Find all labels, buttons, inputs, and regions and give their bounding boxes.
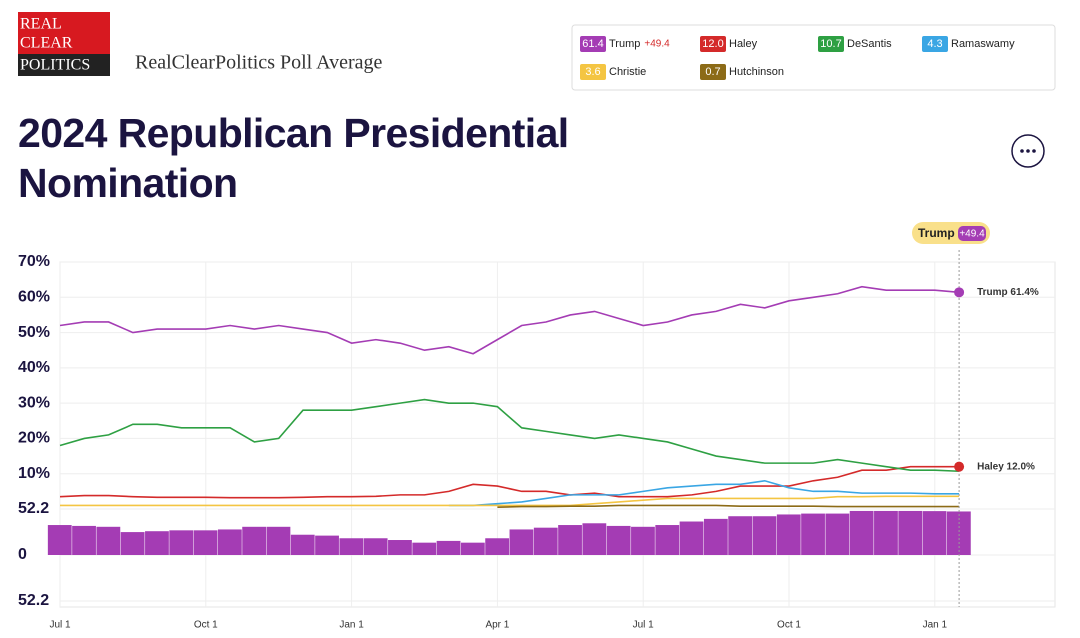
more-dot — [1032, 149, 1036, 153]
bar — [849, 510, 874, 555]
y-tick-label: 40% — [18, 359, 50, 376]
bar — [946, 511, 971, 555]
x-tick-label: Jan 1 — [923, 620, 948, 631]
bar — [509, 529, 534, 555]
legend-name[interactable]: Christie — [609, 66, 646, 78]
series-line — [59, 285, 960, 355]
series-line — [59, 465, 960, 499]
x-tick-label: Jul 1 — [49, 620, 71, 631]
y-tick-label: 52.2 — [18, 500, 49, 517]
legend-value: 10.7 — [820, 38, 841, 50]
legend-value-box[interactable] — [580, 64, 606, 80]
bar — [703, 518, 728, 555]
bar — [120, 532, 145, 555]
bar — [242, 526, 267, 555]
y-tick-label: 70% — [18, 253, 50, 270]
bar — [922, 511, 947, 555]
y-tick-label: 50% — [18, 324, 50, 341]
bar — [533, 527, 558, 555]
bar — [96, 526, 121, 555]
badge-spread-box — [958, 226, 986, 241]
series-line — [497, 504, 960, 509]
legend-value: 61.4 — [582, 38, 603, 50]
legend-value-box[interactable] — [700, 64, 726, 80]
legend-value-box[interactable] — [580, 36, 606, 52]
legend-value-box[interactable] — [700, 36, 726, 52]
legend-value: 4.3 — [927, 38, 942, 50]
subtitle: RealClearPolitics Poll Average — [135, 52, 382, 74]
end-dot — [954, 287, 965, 298]
x-tick-label: Oct 1 — [777, 620, 801, 631]
y-tick-label: 52.2 — [18, 592, 49, 609]
x-tick-label: Apr 1 — [485, 620, 509, 631]
y-tick-label: 30% — [18, 394, 50, 411]
bar — [436, 540, 461, 555]
bar — [193, 530, 218, 555]
end-label: Haley 12.0% — [977, 461, 1035, 472]
logo-text: CLEAR — [20, 35, 73, 52]
bar — [752, 516, 777, 555]
legend-name[interactable]: Hutchinson — [729, 66, 784, 78]
legend-name[interactable]: Trump — [609, 38, 640, 50]
bar — [679, 521, 704, 555]
bar — [169, 530, 194, 555]
logo-text: POLITICS — [20, 57, 90, 74]
bar — [728, 516, 753, 555]
end-dot — [954, 461, 965, 472]
bar — [217, 529, 242, 555]
bar — [485, 538, 510, 555]
end-label: Trump 61.4% — [977, 287, 1039, 298]
legend-spread: +49.4 — [644, 39, 670, 50]
legend-name[interactable]: DeSantis — [847, 38, 892, 50]
chart-title: 2024 Republican Presidential Nomination — [18, 110, 569, 206]
x-tick-label: Jan 1 — [339, 620, 364, 631]
bar — [606, 525, 631, 555]
x-tick-label: Oct 1 — [194, 620, 218, 631]
legend-value-box[interactable] — [922, 36, 948, 52]
bar — [874, 510, 898, 555]
legend-name[interactable]: Haley — [729, 38, 758, 50]
badge-name: Trump — [918, 226, 955, 240]
legend-value: 3.6 — [585, 66, 600, 78]
bar — [145, 531, 169, 555]
bar — [825, 513, 850, 555]
bar — [460, 542, 485, 555]
bar — [290, 534, 315, 555]
legend-value: 0.7 — [705, 66, 720, 78]
bar — [47, 525, 72, 555]
more-dot — [1026, 149, 1030, 153]
y-tick-label: 60% — [18, 289, 50, 306]
bar — [388, 540, 412, 555]
y-tick-label: 0 — [18, 546, 27, 563]
y-tick-label: 10% — [18, 465, 50, 482]
logo-band — [18, 54, 110, 76]
series-line — [448, 479, 960, 507]
series-line — [59, 398, 960, 473]
bar — [558, 525, 582, 555]
more-dot — [1020, 149, 1024, 153]
bar — [801, 513, 825, 555]
badge-spread: +49.4 — [959, 229, 985, 240]
bar — [339, 538, 364, 555]
bar — [363, 538, 388, 555]
bar — [412, 542, 437, 555]
bar — [315, 535, 339, 555]
bar — [72, 525, 96, 555]
legend-box — [571, 24, 1056, 91]
series-line — [60, 495, 960, 507]
logo-text: REAL — [20, 16, 62, 33]
bar — [776, 514, 801, 555]
bar — [631, 526, 655, 555]
bar — [898, 510, 923, 555]
y-tick-label: 20% — [18, 430, 50, 447]
bar — [582, 523, 607, 555]
legend-name[interactable]: Ramaswamy — [951, 38, 1015, 50]
legend-value: 12.0 — [702, 38, 723, 50]
x-tick-label: Jul 1 — [633, 620, 655, 631]
bar — [655, 525, 680, 555]
legend-value-box[interactable] — [818, 36, 844, 52]
bar — [266, 526, 291, 555]
